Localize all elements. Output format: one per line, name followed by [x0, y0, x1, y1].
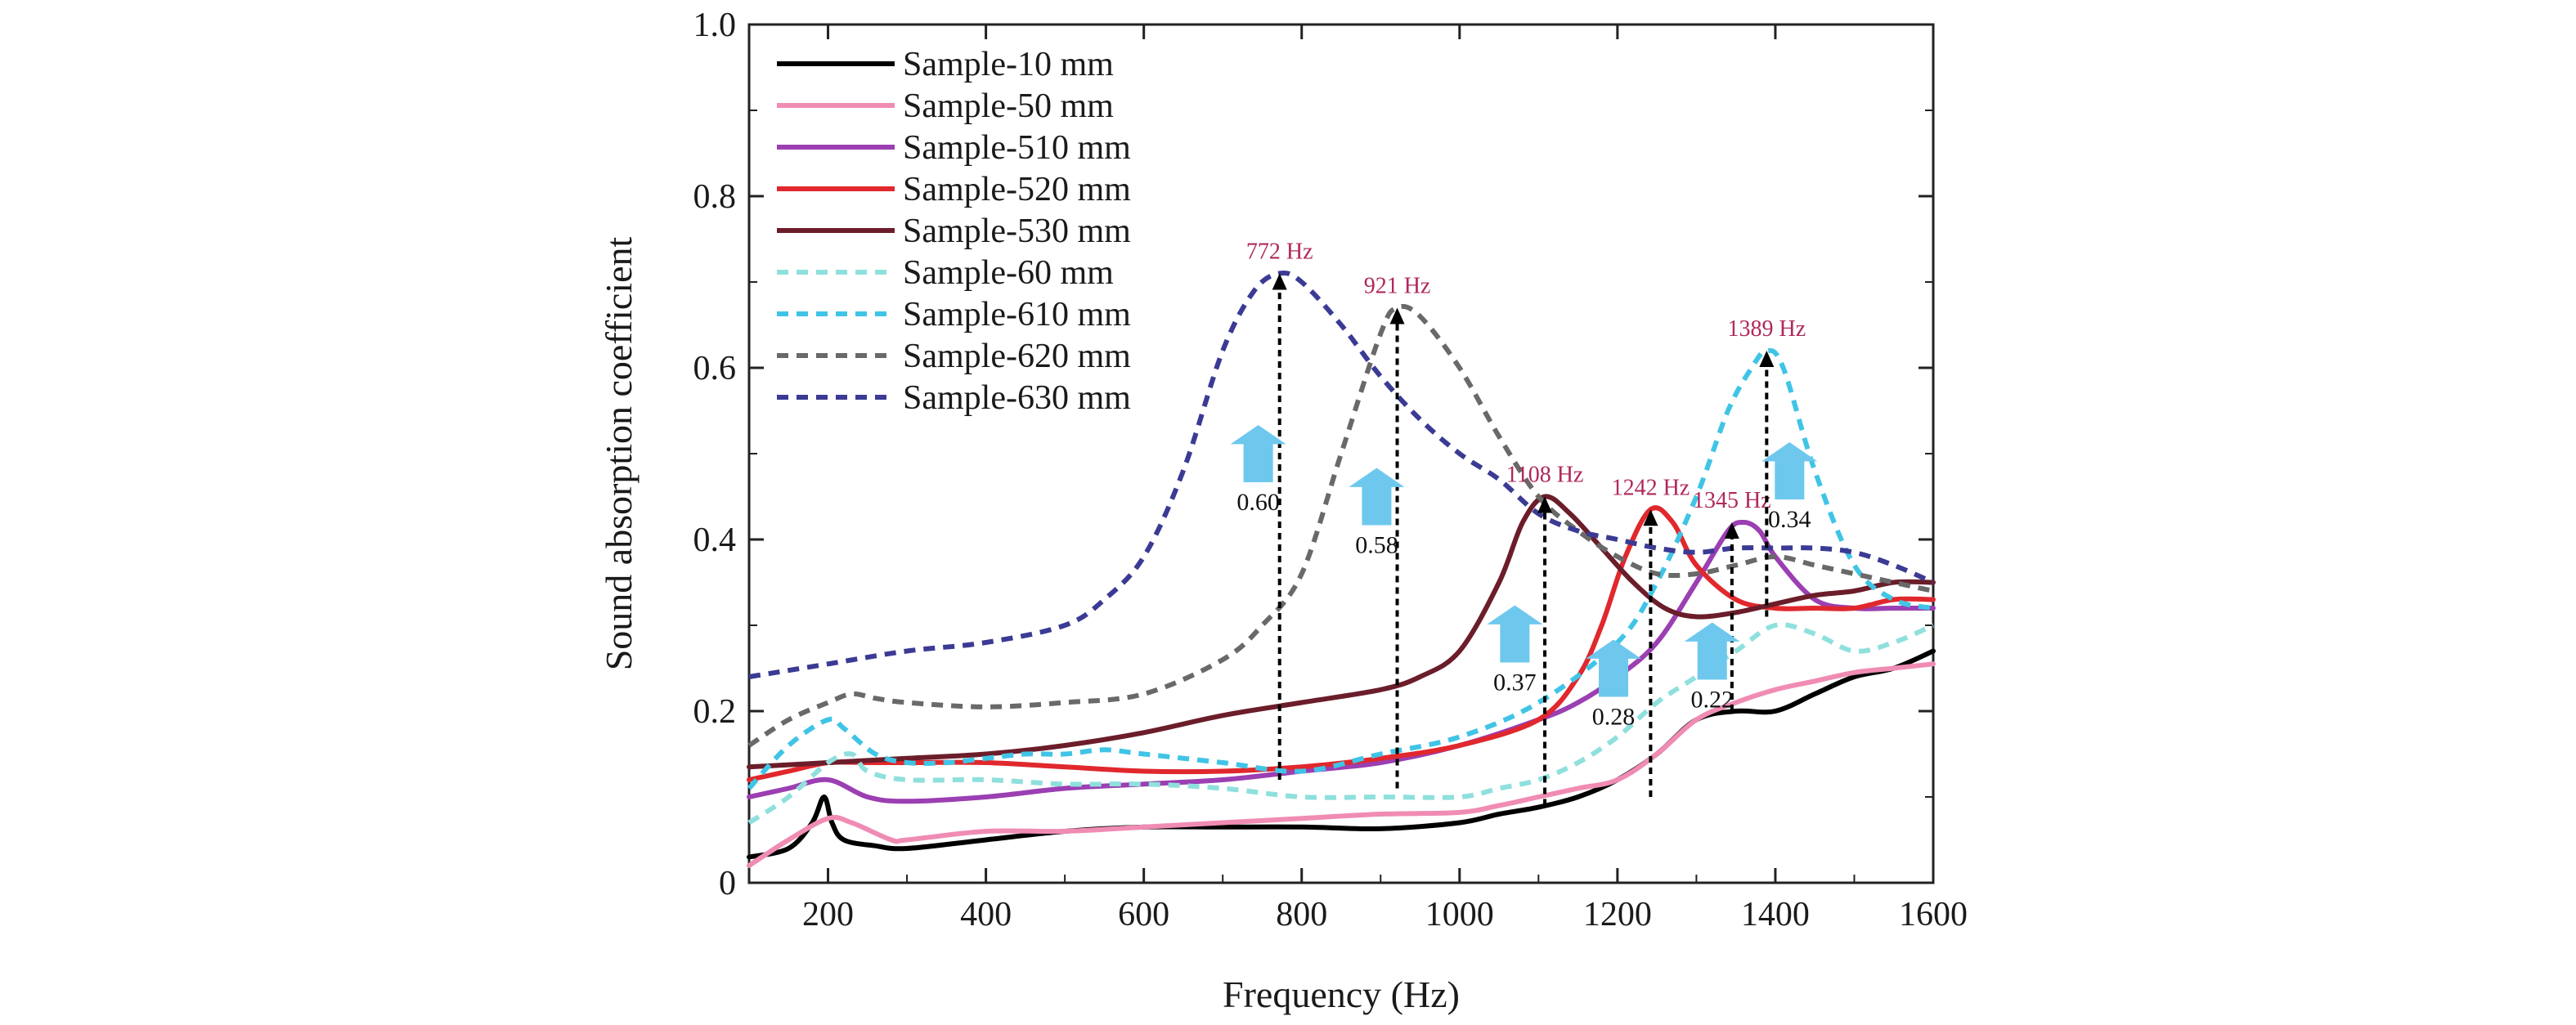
x-tick-label: 800: [1276, 896, 1327, 933]
series-line-5: [747, 494, 1936, 770]
y-tick-label: 0.8: [693, 178, 737, 216]
series-line-4: [747, 505, 1936, 782]
increase-arrow-icon: [1586, 639, 1642, 697]
x-tick-label: 1400: [1741, 896, 1810, 933]
series-line-6: [747, 622, 1935, 826]
increase-label: 0.34: [1768, 506, 1811, 533]
legend-label: Sample-60 mm: [903, 254, 1114, 292]
series-line-8: [747, 303, 1934, 748]
peak-arrowhead: [1759, 351, 1775, 367]
x-tick-label: 600: [1118, 896, 1169, 933]
legend-label: Sample-510 mm: [903, 129, 1131, 167]
increase-arrow-icon: [1230, 425, 1286, 482]
peak-label: 1345 Hz: [1693, 488, 1771, 513]
increase-arrow-icon: [1684, 622, 1740, 680]
increase-label: 0.28: [1592, 704, 1636, 731]
increase-arrow-icon: [1761, 442, 1818, 499]
peak-label: 1389 Hz: [1727, 316, 1806, 342]
x-axis-label: Frequency (Hz): [1223, 974, 1460, 1015]
increase-arrow-icon: [1487, 605, 1543, 663]
legend-label: Sample-50 mm: [903, 87, 1114, 125]
y-tick-label: 1.0: [693, 7, 737, 44]
legend-label: Sample-630 mm: [903, 379, 1131, 417]
increase-label: 0.37: [1493, 669, 1537, 696]
y-tick-label: 0.6: [693, 350, 737, 387]
increase-label: 0.58: [1355, 532, 1398, 559]
series-line-1: [747, 648, 1936, 860]
x-tick-label: 1600: [1899, 896, 1968, 933]
legend-label: Sample-530 mm: [903, 213, 1131, 250]
y-tick-label: 0: [719, 865, 736, 902]
legend-label: Sample-610 mm: [903, 296, 1131, 333]
x-tick-label: 1000: [1425, 896, 1494, 933]
increase-arrow-icon: [1349, 468, 1405, 526]
series-line-7: [747, 347, 1934, 790]
y-axis-label: Sound absorption coefficient: [598, 236, 640, 670]
increase-label: 0.60: [1236, 489, 1280, 516]
x-tick-label: 400: [960, 896, 1012, 933]
peak-label: 772 Hz: [1246, 239, 1313, 265]
series-line-2: [747, 661, 1936, 868]
legend: Sample-10 mm Sample-50 mm Sample-510 mm Sam…: [777, 46, 1131, 417]
x-tick-label: 1200: [1583, 896, 1652, 933]
series-line-9: [748, 270, 1935, 679]
peak-arrowhead: [1389, 307, 1405, 325]
increase-label: 0.22: [1690, 687, 1734, 714]
axes: 200 400 600 800 1000 1200 1400 1600 0 0.2 0.4 0.6 0.…: [693, 7, 1968, 933]
legend-label: Sample-10 mm: [903, 46, 1114, 83]
legend-label: Sample-620 mm: [903, 338, 1131, 375]
peak-label: 1108 Hz: [1506, 463, 1584, 488]
peak-arrowhead: [1724, 522, 1739, 539]
peak-arrowhead: [1643, 509, 1658, 526]
y-tick-label: 0.2: [693, 693, 737, 731]
series-layer: [747, 270, 1936, 868]
x-tick-label: 200: [802, 896, 854, 933]
peak-label: 921 Hz: [1364, 274, 1431, 299]
peak-arrowhead: [1272, 273, 1287, 290]
peak-arrowhead: [1537, 496, 1553, 513]
peak-label: 1242 Hz: [1612, 475, 1690, 500]
y-tick-label: 0.4: [693, 521, 737, 559]
legend-label: Sample-520 mm: [903, 171, 1131, 208]
